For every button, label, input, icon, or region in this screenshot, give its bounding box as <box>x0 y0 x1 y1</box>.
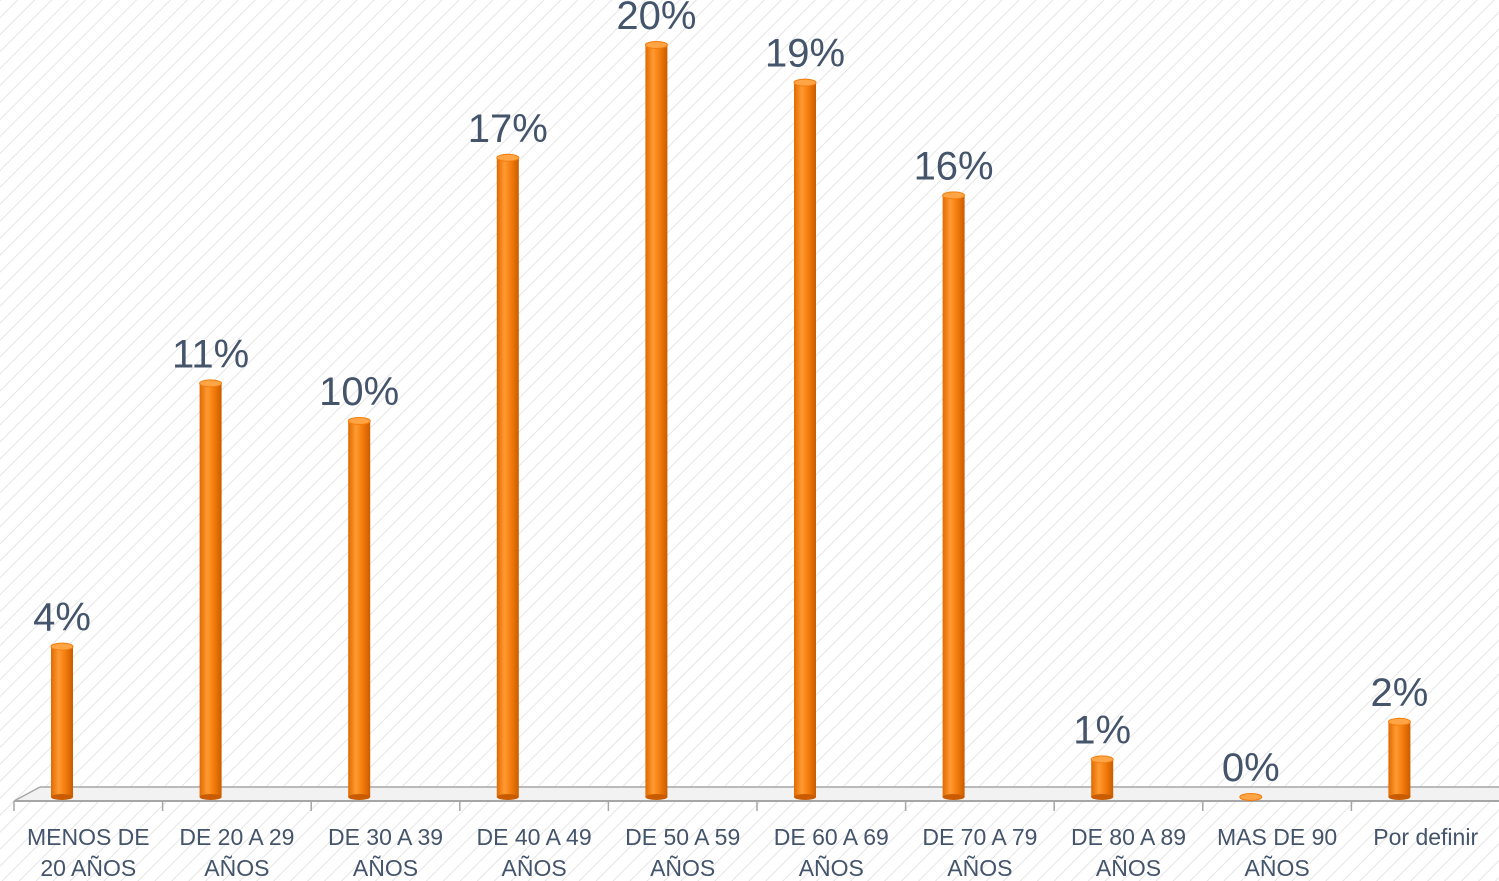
bar-top <box>644 41 668 49</box>
bar-body <box>51 646 73 797</box>
category-label: AÑOS <box>650 855 715 881</box>
bar-base <box>1091 794 1114 800</box>
data-label: 10% <box>319 370 399 414</box>
bar-top <box>1239 793 1263 801</box>
data-label: 0% <box>1222 746 1280 790</box>
bar <box>644 41 668 800</box>
category-label: AÑOS <box>204 855 269 881</box>
category-label: DE 40 A 49 <box>477 824 592 850</box>
bar-top <box>1387 717 1411 726</box>
bar-top <box>1090 755 1114 764</box>
bar <box>1239 793 1263 801</box>
category-label: AÑOS <box>947 855 1012 881</box>
bar-body <box>942 195 965 797</box>
bar-body <box>496 157 519 798</box>
category-label: AÑOS <box>1096 855 1161 881</box>
bar-base <box>794 794 816 800</box>
bar <box>199 379 223 800</box>
chart-floor <box>13 786 1499 811</box>
bar <box>1387 717 1411 800</box>
data-label: 20% <box>616 0 696 38</box>
category-label: DE 60 A 69 <box>774 824 889 850</box>
category-labels-group: MENOS DE 20 AÑOS DE 20 A 29 AÑOS DE 30 A 39 A… <box>27 824 1478 881</box>
category-label: DE 70 A 79 <box>922 824 1037 850</box>
bar-base <box>645 794 668 800</box>
category-label: DE 30 A 39 <box>328 824 443 850</box>
data-label: 17% <box>468 107 548 151</box>
category-label: AÑOS <box>353 855 418 881</box>
bar-top <box>347 417 371 425</box>
bar-body <box>794 82 816 798</box>
bar-base <box>51 794 73 800</box>
bar <box>496 153 520 800</box>
category-label: DE 20 A 29 <box>179 824 294 850</box>
data-label: 4% <box>33 596 91 640</box>
bar-base <box>942 794 965 800</box>
bar <box>347 417 371 800</box>
floor-plane <box>14 787 1499 800</box>
category-label: Por definir <box>1373 824 1478 850</box>
bar-top <box>199 379 223 388</box>
bar-body <box>1388 721 1411 797</box>
category-label: AÑOS <box>502 855 567 881</box>
bar-base <box>199 794 222 800</box>
category-label: AÑOS <box>799 855 864 881</box>
category-label: 20 AÑOS <box>40 855 136 881</box>
data-label: 2% <box>1370 671 1428 715</box>
bar-body <box>645 45 668 797</box>
bar-body <box>348 421 371 797</box>
bar-top <box>793 78 817 87</box>
data-label: 1% <box>1073 708 1131 752</box>
bar <box>1090 755 1114 800</box>
bar <box>942 191 966 800</box>
bar-top <box>942 191 966 200</box>
category-label: MAS DE 90 <box>1217 824 1337 850</box>
category-label: DE 50 A 59 <box>625 824 740 850</box>
bar-base <box>1388 794 1411 800</box>
bar <box>793 78 817 800</box>
category-label: MENOS DE <box>27 824 150 850</box>
data-labels-group: 4% 11% 10% 17% 20% 19% 16% 1% 0% 2% <box>33 0 1428 790</box>
bar-top <box>50 642 74 651</box>
floor-edge-left <box>13 786 41 802</box>
bars-group <box>50 41 1411 801</box>
category-label: AÑOS <box>1245 855 1310 881</box>
category-label: DE 80 A 89 <box>1071 824 1186 850</box>
bar-body <box>199 383 222 797</box>
bar <box>50 642 74 800</box>
data-label: 19% <box>765 32 845 76</box>
bar-base <box>496 794 519 800</box>
bar-body <box>1091 759 1114 797</box>
bar-base <box>348 794 371 800</box>
data-label: 16% <box>914 144 994 188</box>
data-label: 11% <box>172 332 249 376</box>
bar-top <box>496 153 520 162</box>
